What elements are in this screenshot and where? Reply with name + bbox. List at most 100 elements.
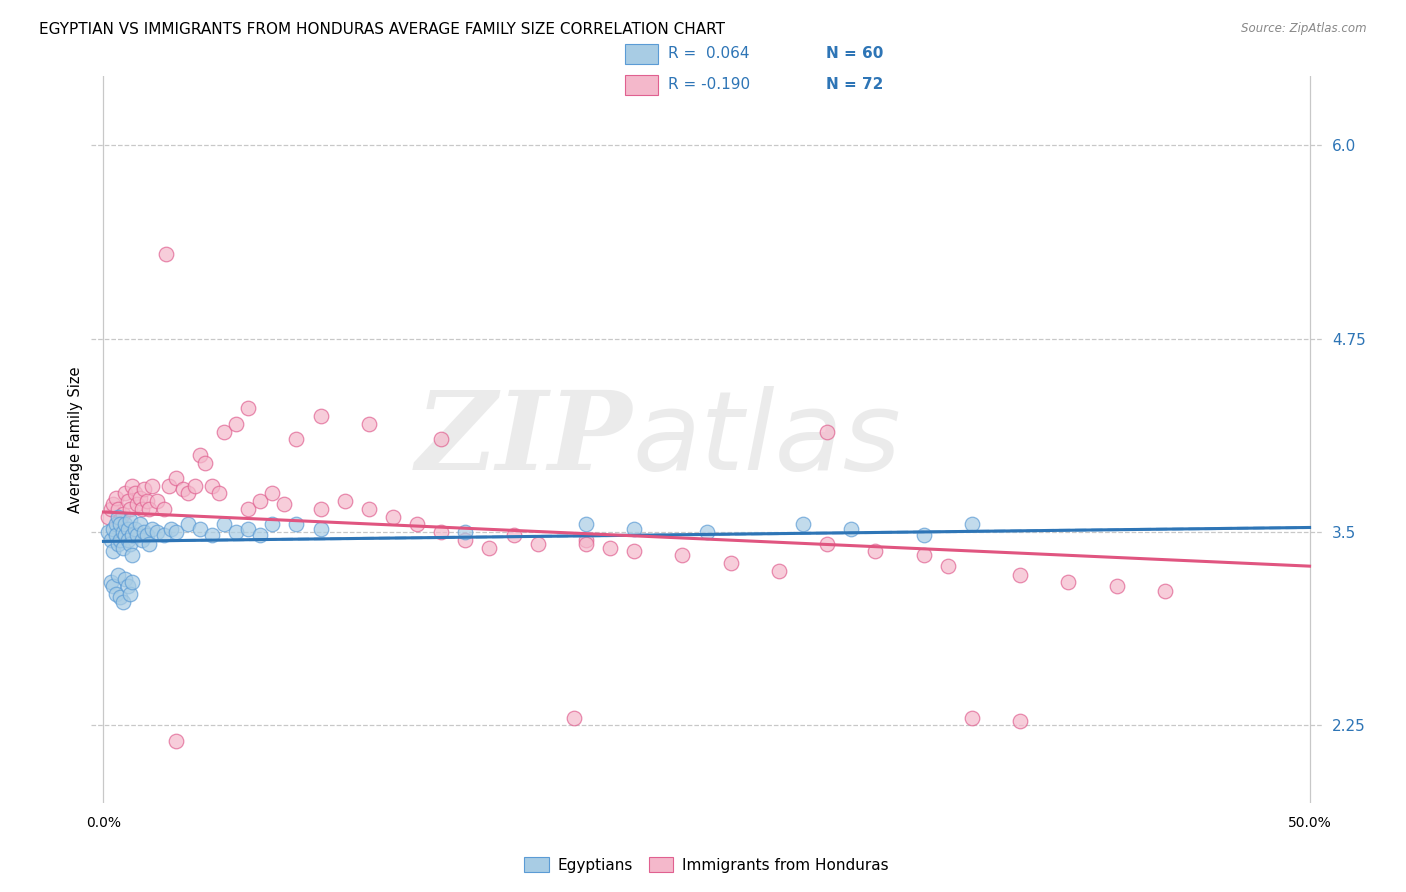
Point [695,525,717,540]
Point [124,486,146,500]
Point [575,533,598,547]
Point [135,494,157,508]
Point [430,525,453,540]
Point [152,528,174,542]
Point [128,517,150,532]
Point [107,537,129,551]
Point [128,491,150,505]
Point [671,549,693,563]
Point [381,509,404,524]
Point [117,494,139,508]
Point [212,517,235,532]
Text: R =  0.064: R = 0.064 [668,46,749,62]
Text: Source: ZipAtlas.com: Source: ZipAtlas.com [1241,22,1367,36]
Point [121,549,143,563]
Point [138,502,160,516]
Point [430,433,453,447]
Point [912,528,935,542]
Point [208,486,231,500]
Point [357,417,380,431]
Point [623,522,645,536]
Point [97,525,120,540]
Point [502,528,524,542]
Point [309,409,332,423]
Point [145,525,167,540]
Point [110,517,132,532]
Point [172,482,194,496]
Point [815,537,838,551]
Text: N = 72: N = 72 [827,77,884,92]
Text: R = -0.190: R = -0.190 [668,77,749,92]
Point [960,711,983,725]
Point [720,556,742,570]
Point [599,541,621,555]
Point [249,528,271,542]
Point [575,517,598,532]
Point [155,246,177,260]
Point [238,502,260,516]
Point [107,502,129,516]
Text: EGYPTIAN VS IMMIGRANTS FROM HONDURAS AVERAGE FAMILY SIZE CORRELATION CHART: EGYPTIAN VS IMMIGRANTS FROM HONDURAS AVE… [39,22,725,37]
Point [118,502,141,516]
Point [1010,568,1032,582]
Point [111,595,134,609]
Point [333,494,356,508]
Point [121,574,143,589]
Point [478,541,501,555]
Point [188,522,211,536]
Point [273,497,295,511]
Point [249,494,271,508]
Point [262,486,284,500]
Point [118,513,141,527]
Point [1105,579,1128,593]
Point [111,507,134,521]
Point [107,509,129,524]
Point [225,525,247,540]
Point [960,517,983,532]
Point [104,528,127,542]
Point [454,533,477,547]
Point [100,574,122,589]
Point [101,522,124,536]
Point [262,517,284,532]
Point [309,502,332,516]
Point [100,502,122,516]
Point [815,425,838,439]
Point [768,564,790,578]
Point [285,517,308,532]
Point [104,517,127,532]
Point [406,517,429,532]
Point [936,559,959,574]
Point [623,543,645,558]
Point [121,479,143,493]
Point [131,533,153,547]
Point [285,433,308,447]
Point [454,525,477,540]
Point [135,528,157,542]
Point [97,509,120,524]
Point [1153,583,1175,598]
Point [357,502,380,516]
Point [118,587,141,601]
Point [104,587,127,601]
Point [238,401,260,416]
Point [107,568,129,582]
Y-axis label: Average Family Size: Average Family Size [67,366,83,513]
Point [101,497,124,511]
Point [101,543,124,558]
Point [117,533,139,547]
Point [114,528,136,542]
Point [127,497,149,511]
Point [225,417,247,431]
Point [110,533,132,547]
Point [114,572,136,586]
Point [188,448,211,462]
Point [160,522,183,536]
Point [562,711,585,725]
Point [117,579,139,593]
Point [792,517,814,532]
Point [839,522,862,536]
Text: N = 60: N = 60 [827,46,884,62]
Point [114,517,136,532]
Point [865,543,887,558]
